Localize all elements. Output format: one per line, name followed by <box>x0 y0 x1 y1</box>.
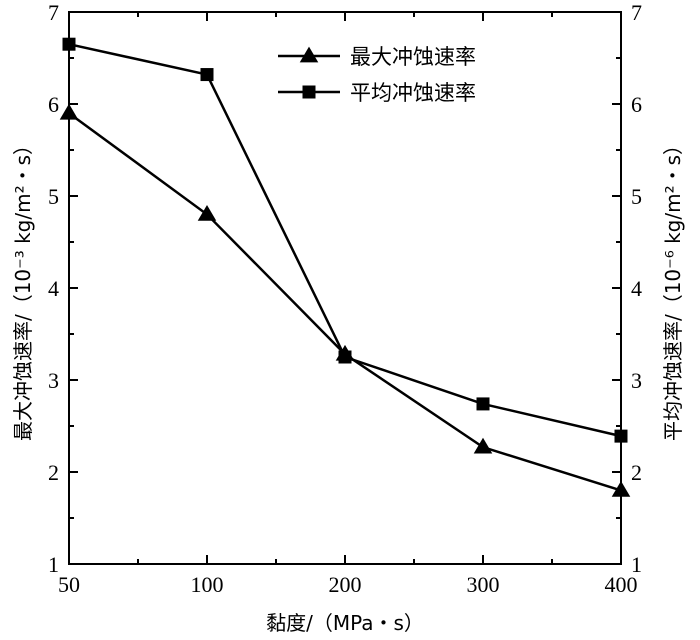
y-right-tick-label: 1 <box>631 552 642 577</box>
x-tick-label: 100 <box>191 572 224 597</box>
data-point-square <box>338 350 352 364</box>
legend-marker-triangle <box>299 46 319 63</box>
data-point-triangle <box>197 204 217 221</box>
y-right-tick-label: 4 <box>631 276 642 301</box>
y-left-tick-label: 1 <box>48 552 59 577</box>
x-tick-label: 400 <box>605 572 638 597</box>
data-point-triangle <box>59 103 79 120</box>
legend-marker-square <box>302 85 316 99</box>
data-series <box>59 37 631 497</box>
data-point-square <box>62 37 76 51</box>
y-left-tick-label: 3 <box>48 368 59 393</box>
y-axis-left-title: 最大冲蚀速率/（10⁻³ kg/m²・s） <box>11 135 35 441</box>
y-left-tick-label: 2 <box>48 460 59 485</box>
y-right-tick-label: 6 <box>631 92 642 117</box>
legend-label: 平均冲蚀速率 <box>350 81 476 105</box>
y-right-tick-label: 5 <box>631 184 642 209</box>
x-axis-title: 黏度/（MPa・s） <box>266 611 424 635</box>
data-point-triangle <box>473 437 493 454</box>
series-line-square <box>68 42 622 438</box>
data-point-square <box>476 397 490 411</box>
y-axis-right-title: 平均冲蚀速率/（10⁻⁶ kg/m²・s） <box>661 135 685 441</box>
data-point-square <box>614 429 628 443</box>
x-tick-label: 200 <box>329 572 362 597</box>
y-right-tick-label: 3 <box>631 368 642 393</box>
x-tick-label: 300 <box>467 572 500 597</box>
plot-frame <box>68 11 622 565</box>
data-point-triangle <box>611 480 631 497</box>
y-right-tick-label: 2 <box>631 460 642 485</box>
series-line-triangle <box>68 112 622 492</box>
legend-label: 最大冲蚀速率 <box>350 45 476 69</box>
x-tick-label: 50 <box>58 572 80 597</box>
data-point-square <box>200 68 214 82</box>
y-left-tick-label: 5 <box>48 184 59 209</box>
y-right-tick-label: 7 <box>631 0 642 25</box>
y-left-tick-label: 7 <box>48 0 59 25</box>
y-left-tick-label: 4 <box>48 276 59 301</box>
y-left-tick-label: 6 <box>48 92 59 117</box>
